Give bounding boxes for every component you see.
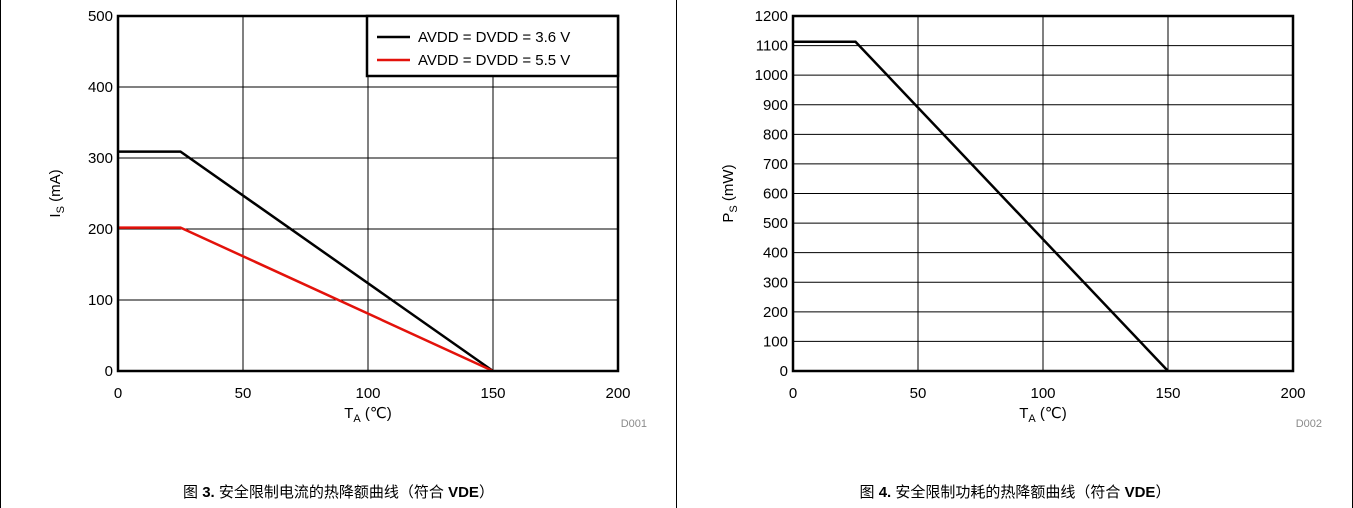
x-axis-label: TA (℃) xyxy=(344,405,392,425)
y-tick-label: 800 xyxy=(763,126,788,143)
x-tick-label: 100 xyxy=(355,385,380,402)
x-tick-label: 200 xyxy=(605,385,630,402)
chart-plot-group: 0 50 100 150 200 0 100 200 300 400 500 TA (℃) IS (mA… xyxy=(47,8,647,430)
series-line-0 xyxy=(118,150,494,373)
y-tick-label: 1100 xyxy=(756,38,788,55)
x-tick-label: 50 xyxy=(235,385,252,402)
y-tick-label: 200 xyxy=(88,221,113,238)
caption-standard: VDE xyxy=(448,484,479,501)
x-tick-label: 200 xyxy=(1280,385,1305,402)
y-tick-label: 300 xyxy=(763,274,788,291)
figure-4-panel: 0 50 100 150 200 0 100 200 300 400 500 600 700 800 900… xyxy=(677,0,1353,508)
chart-plot-group: 0 50 100 150 200 0 100 200 300 400 500 600 700 800 900… xyxy=(720,8,1322,430)
figure-3-panel: 0 50 100 150 200 0 100 200 300 400 500 TA (℃) IS (mA… xyxy=(0,0,677,508)
caption-prefix: 图 xyxy=(183,484,199,501)
y-tick-label: 900 xyxy=(763,97,788,114)
y-tick-label: 600 xyxy=(763,186,788,203)
y-tick-label: 100 xyxy=(763,333,788,350)
x-tick-label: 0 xyxy=(789,385,797,402)
legend-label-1: AVDD = DVDD = 5.5 V xyxy=(418,52,570,69)
y-tick-label: 1000 xyxy=(755,67,788,84)
panel-divider-middle xyxy=(676,0,677,508)
caption-standard: VDE xyxy=(1124,484,1156,501)
x-tick-label: 150 xyxy=(480,385,505,402)
plot-frame xyxy=(791,14,1295,373)
caption-prefix: 图 xyxy=(859,484,875,501)
caption-number: 4. xyxy=(878,484,892,501)
series-line-0 xyxy=(793,40,1169,372)
caption-text: 安全限制功耗的热降额曲线（符合 xyxy=(895,484,1121,501)
figure-3-caption: 图 3. 安全限制电流的热降额曲线（符合 VDE） xyxy=(0,484,677,502)
y-tick-label: 500 xyxy=(763,215,788,232)
caption-text: 安全限制电流的热降额曲线（符合 xyxy=(218,484,444,501)
y-tick-label: 200 xyxy=(763,304,788,321)
y-tick-label: 400 xyxy=(88,79,113,96)
chart-id-label: D001 xyxy=(621,418,647,430)
caption-suffix: ） xyxy=(478,484,494,501)
y-tick-label: 700 xyxy=(763,156,788,173)
y-tick-label: 1200 xyxy=(755,8,788,25)
caption-suffix: ） xyxy=(1155,484,1171,501)
y-tick-label: 0 xyxy=(780,363,788,380)
chart-id-label: D002 xyxy=(1296,418,1322,430)
legend-box xyxy=(365,14,620,78)
y-tick-label: 300 xyxy=(88,150,113,167)
y-axis-label: PS (mW) xyxy=(720,164,740,222)
x-axis-label: TA (℃) xyxy=(1019,405,1067,425)
caption-number: 3. xyxy=(202,484,215,501)
y-tick-label: 0 xyxy=(105,363,113,380)
x-tick-label: 100 xyxy=(1030,385,1055,402)
y-tick-label: 100 xyxy=(88,292,113,309)
x-tick-label: 50 xyxy=(910,385,927,402)
panel-divider-left xyxy=(0,0,1,508)
y-tick-label: 500 xyxy=(88,8,113,25)
x-tick-label: 0 xyxy=(114,385,122,402)
x-tick-label: 150 xyxy=(1155,385,1180,402)
legend-label-0: AVDD = DVDD = 3.6 V xyxy=(418,29,570,46)
safety-current-chart: 0 50 100 150 200 0 100 200 300 400 500 TA (℃) IS (mA… xyxy=(47,8,647,430)
y-tick-label: 400 xyxy=(763,245,788,262)
safety-power-chart: 0 50 100 150 200 0 100 200 300 400 500 600 700 800 900… xyxy=(720,8,1322,430)
figure-4-caption: 图 4. 安全限制功耗的热降额曲线（符合 VDE） xyxy=(677,484,1353,502)
series-line-1 xyxy=(118,226,494,373)
y-axis-label: IS (mA) xyxy=(47,169,67,217)
